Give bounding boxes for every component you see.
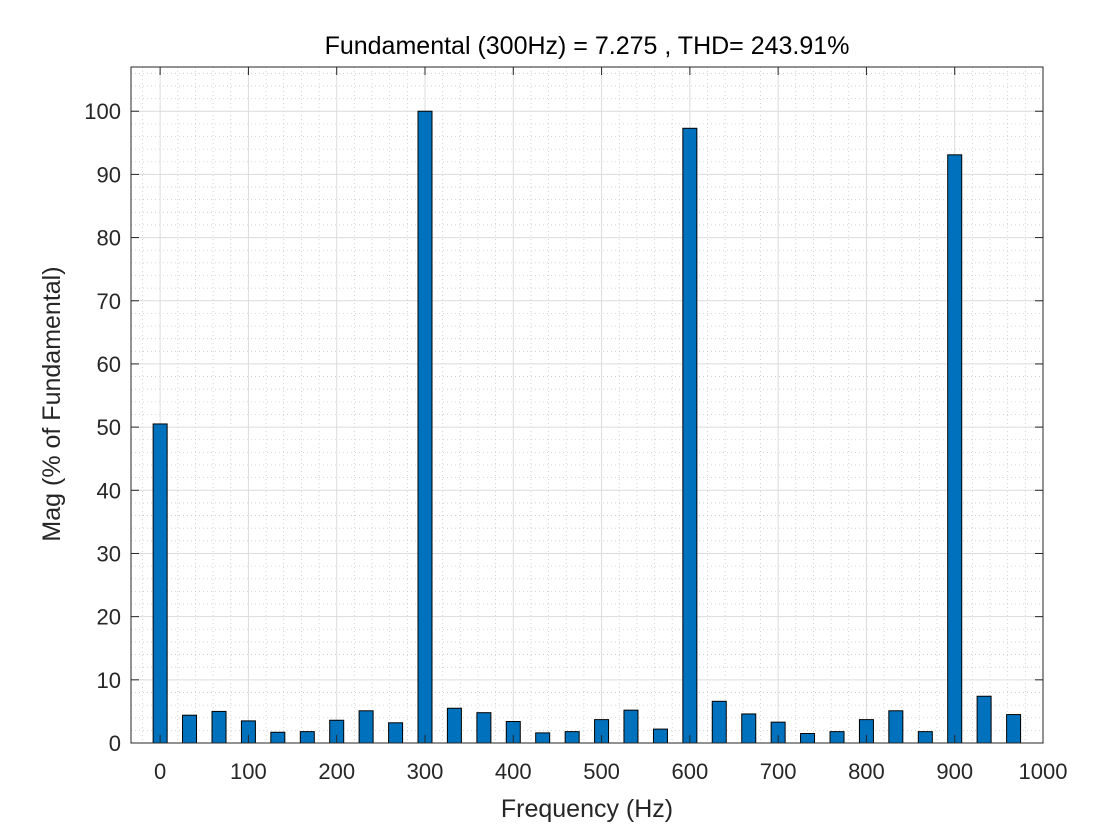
bar: [1006, 714, 1022, 744]
bar: [888, 710, 904, 744]
x-axis-label: Frequency (Hz): [501, 795, 673, 823]
bar: [211, 710, 227, 744]
y-tick-label: 80: [97, 226, 121, 251]
bar: [652, 728, 668, 744]
bar: [535, 732, 551, 744]
plot-frame: [130, 66, 1044, 744]
x-tick-label: 600: [671, 759, 708, 784]
bar: [388, 722, 404, 744]
y-axis-ticks: 0 10 20 30 40 50 60 70 80 90 100: [84, 99, 1043, 756]
x-tick-label: 1000: [1019, 759, 1068, 784]
bar: [476, 712, 492, 744]
bar: [564, 731, 580, 744]
x-tick-label: 300: [407, 759, 444, 784]
x-tick-label: 700: [760, 759, 797, 784]
bar: [976, 695, 992, 744]
y-tick-label: 30: [97, 541, 121, 566]
y-tick-label: 100: [84, 99, 121, 124]
chart-title: Fundamental (300Hz) = 7.275 , THD= 243.9…: [325, 32, 850, 60]
x-tick-label: 800: [848, 759, 885, 784]
plot-area: [131, 67, 1043, 743]
y-tick-label: 20: [97, 605, 121, 630]
bar: [682, 127, 698, 744]
x-axis-ticks: 0 100 200 300 400 500 600 700 800 900 1000: [154, 67, 1067, 784]
x-tick-label: 500: [583, 759, 620, 784]
bar: [800, 733, 816, 744]
bar: [917, 731, 933, 744]
y-tick-label: 70: [97, 289, 121, 314]
y-tick-label: 60: [97, 352, 121, 377]
bars: [152, 110, 1022, 744]
bar: [182, 714, 198, 744]
bar: [829, 731, 845, 744]
bar: [417, 110, 433, 744]
x-tick-label: 400: [495, 759, 532, 784]
minor-grid: [131, 67, 1043, 743]
bar: [446, 707, 462, 744]
bar: [741, 713, 757, 744]
y-tick-label: 40: [97, 478, 121, 503]
x-tick-label: 100: [230, 759, 267, 784]
y-axis-label: Mag (% of Fundamental): [38, 266, 66, 541]
y-tick-label: 50: [97, 415, 121, 440]
bar: [270, 731, 286, 744]
y-tick-label: 90: [97, 162, 121, 187]
y-tick-label: 10: [97, 668, 121, 693]
x-tick-label: 900: [936, 759, 973, 784]
bar: [299, 731, 315, 744]
bar: [711, 700, 727, 744]
bar: [623, 709, 639, 744]
x-tick-label: 200: [318, 759, 355, 784]
y-tick-label: 0: [109, 731, 121, 756]
bar: [152, 423, 168, 744]
x-tick-label: 0: [154, 759, 166, 784]
bar: [358, 710, 374, 744]
bar: [947, 154, 963, 744]
